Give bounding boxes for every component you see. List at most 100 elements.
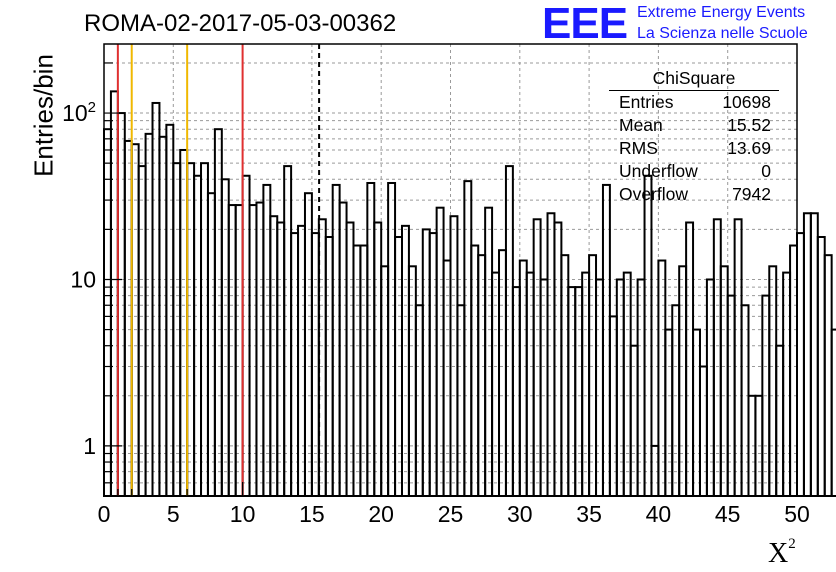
- histogram-bin: [421, 228, 431, 497]
- histogram-bin: [220, 178, 230, 497]
- histogram-bin: [269, 215, 279, 497]
- stats-label: Underflow: [619, 161, 698, 181]
- histogram-bin: [789, 244, 799, 497]
- histogram-bin: [560, 254, 570, 497]
- eee-logo: EEE: [542, 0, 628, 48]
- stats-label: RMS: [619, 138, 658, 158]
- x-tick-label: 45: [715, 501, 741, 527]
- histogram-bin: [449, 215, 459, 497]
- logo-subtitle-line1: Extreme Energy Events: [637, 4, 806, 21]
- histogram-bin: [331, 183, 341, 497]
- histogram-bin: [692, 328, 701, 498]
- y-tick-label: 10: [70, 266, 96, 292]
- histogram-bin: [733, 218, 743, 498]
- histogram-bin: [400, 224, 410, 497]
- histogram-bin: [123, 139, 133, 497]
- x-tick-label: 25: [438, 501, 464, 527]
- stats-row-mean: Mean 15.52: [609, 114, 779, 137]
- histogram-bin: [539, 278, 549, 498]
- histogram-bin: [262, 183, 272, 497]
- x-tick-label: 20: [368, 501, 394, 527]
- histogram-bin: [137, 165, 147, 497]
- stats-value: 0: [761, 161, 771, 181]
- stats-title: ChiSquare: [609, 66, 779, 91]
- stats-value: 13.69: [727, 138, 771, 158]
- histogram-bin: [373, 221, 383, 497]
- histogram-bin: [463, 180, 473, 497]
- stats-box: ChiSquare Entries 10698 Mean 15.52 RMS 1…: [609, 66, 779, 206]
- histogram-bin: [297, 224, 306, 497]
- histogram-bin: [816, 235, 826, 498]
- logo-subtitle-line2: La Scienza nelle Scuole: [637, 25, 808, 42]
- x-tick-label: 15: [299, 501, 325, 527]
- histogram-bin: [206, 192, 216, 497]
- histogram-bin: [310, 232, 320, 498]
- histogram-bin: [193, 174, 203, 497]
- histogram-bin: [179, 148, 189, 498]
- histogram-bin: [775, 344, 785, 497]
- histogram-bin: [414, 304, 424, 497]
- histogram-bin: [116, 112, 126, 498]
- x-tick-label: 10: [230, 501, 256, 527]
- histogram-bin: [470, 244, 480, 497]
- stats-label: Mean: [619, 115, 663, 135]
- histogram-bin: [532, 218, 542, 498]
- histogram-bin: [165, 123, 175, 497]
- histogram-bin: [698, 365, 708, 498]
- x-axis-label: X2: [768, 535, 796, 570]
- stats-row-underflow: Underflow 0: [609, 160, 779, 183]
- x-axis-label-base: X: [768, 538, 789, 569]
- histogram-bin: [290, 232, 300, 498]
- run-title: ROMA-02-2017-05-03-00362: [84, 10, 397, 37]
- histogram-bin: [796, 232, 805, 498]
- histogram-bin: [144, 132, 154, 497]
- histogram-bin: [629, 344, 639, 497]
- histogram-bin: [435, 206, 445, 497]
- histogram-bin: [615, 278, 625, 498]
- histogram-bin: [456, 304, 466, 497]
- histogram-bin: [109, 90, 119, 498]
- histogram-bin: [338, 201, 348, 498]
- histogram-bin: [387, 181, 397, 498]
- histogram-bin: [103, 128, 112, 497]
- x-axis-label-superscript: 2: [788, 535, 796, 552]
- histogram-bin: [428, 232, 438, 498]
- histogram-bin: [352, 244, 362, 497]
- histogram-bin: [636, 278, 646, 498]
- histogram-bin: [553, 221, 563, 497]
- histogram-bin: [511, 286, 521, 497]
- histogram-bin: [671, 304, 681, 497]
- x-tick-label: 0: [98, 501, 111, 527]
- histogram-bin: [345, 221, 355, 497]
- histogram-bin: [130, 143, 140, 497]
- histogram-bin: [740, 304, 750, 497]
- histogram-bin: [830, 328, 836, 498]
- histogram-bin: [213, 128, 223, 497]
- histogram-bin: [574, 286, 584, 497]
- histogram-bin: [601, 183, 611, 497]
- stats-row-entries: Entries 10698: [609, 91, 779, 114]
- histogram-bin: [366, 181, 376, 498]
- histogram-bin: [664, 328, 674, 498]
- histogram-bin: [241, 174, 251, 497]
- histogram-bin: [151, 101, 161, 497]
- stats-value: 7942: [732, 184, 771, 204]
- histogram-bin: [276, 221, 286, 497]
- histogram-bin: [303, 192, 313, 497]
- histogram-bin: [823, 254, 833, 497]
- histogram-bin: [595, 278, 604, 498]
- stats-row-rms: RMS 13.69: [609, 137, 779, 160]
- stats-label: Entries: [619, 92, 674, 112]
- histogram-bin: [802, 212, 812, 497]
- x-tick-label: 50: [784, 501, 810, 527]
- y-tick-label: 102: [62, 99, 96, 126]
- histogram-bin: [477, 254, 487, 497]
- y-tick-label: 1: [83, 433, 96, 459]
- x-tick-label: 35: [576, 501, 602, 527]
- x-tick-label: 5: [167, 501, 180, 527]
- histogram-bin: [705, 278, 715, 498]
- histogram-bin: [685, 221, 695, 497]
- histogram-bin: [255, 201, 265, 498]
- histogram-bin: [504, 165, 514, 497]
